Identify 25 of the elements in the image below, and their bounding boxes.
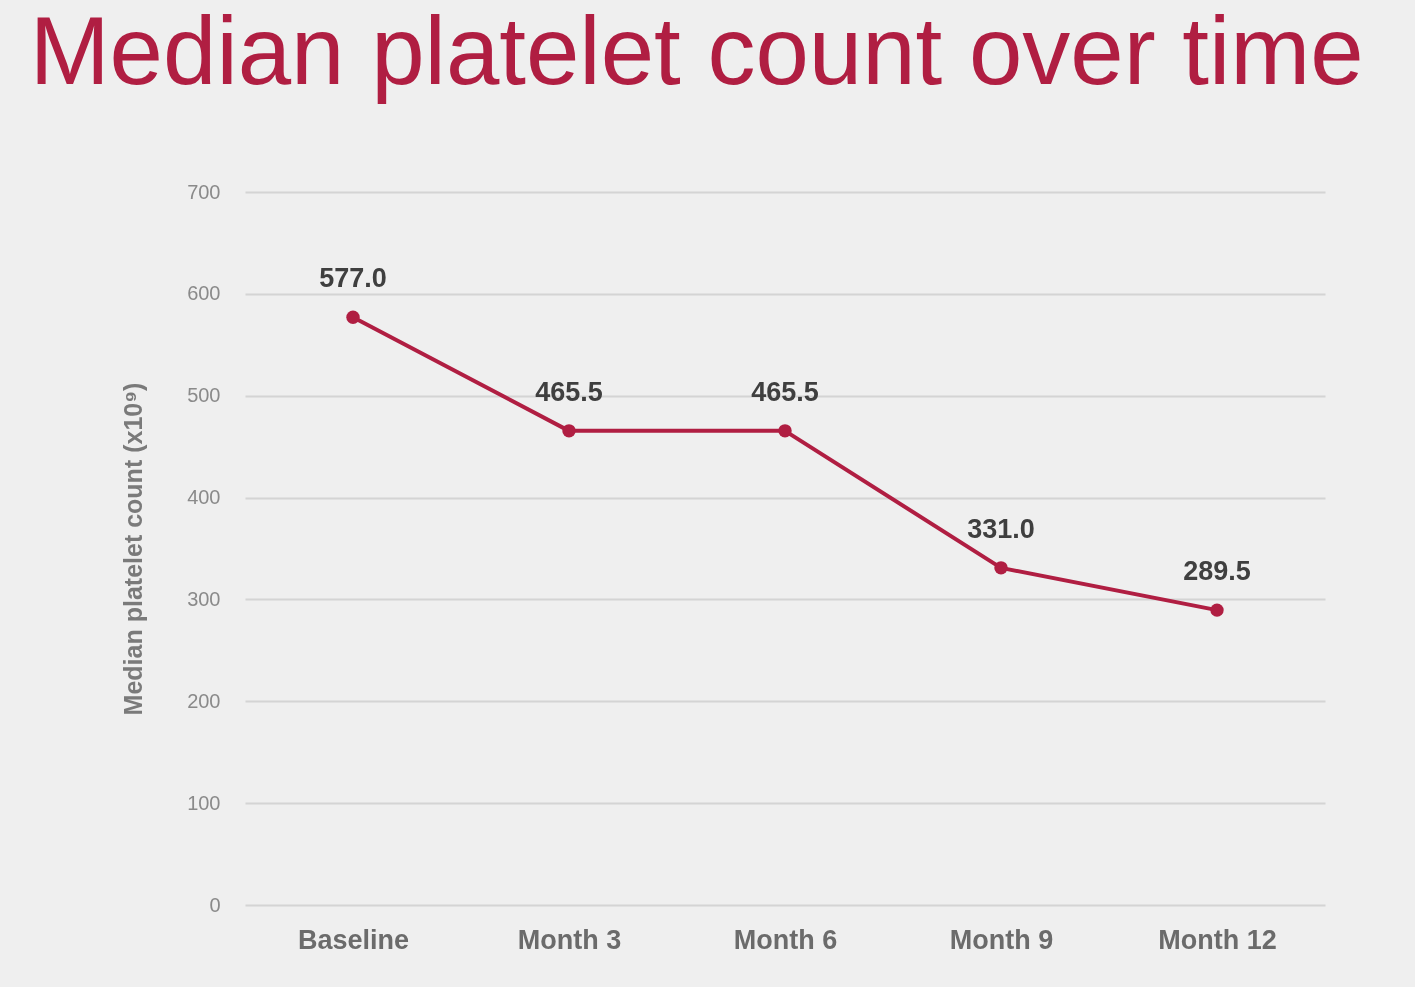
y-axis-title: Median platelet count (x10⁹)	[119, 382, 148, 716]
data-label: 331.0	[967, 513, 1035, 544]
x-tick-label: Baseline	[297, 924, 410, 955]
point	[994, 561, 1008, 575]
y-tick-label: 100	[187, 791, 221, 814]
point	[562, 424, 576, 438]
data-label: 577.0	[319, 263, 387, 294]
y-tick-label: 0	[209, 893, 221, 916]
chart-title: Median platelet count over time	[29, 0, 1364, 104]
data-label: 465.5	[751, 376, 819, 407]
y-tick-label: 300	[187, 587, 221, 610]
x-tick-label: Month 6	[733, 924, 838, 955]
point	[346, 310, 360, 324]
y-tick-label: 700	[187, 180, 221, 203]
point	[1210, 603, 1224, 617]
y-tick-label: 200	[187, 689, 221, 712]
y-tick-label: 400	[187, 486, 221, 509]
y-tick-label: 600	[187, 282, 221, 305]
x-tick-label: Month 12	[1158, 924, 1277, 955]
data-label: 465.5	[535, 376, 603, 407]
data-label: 289.5	[1183, 556, 1251, 587]
x-tick-label: Month 3	[517, 924, 622, 955]
point	[778, 424, 792, 438]
y-tick-label: 500	[187, 384, 221, 407]
x-tick-label: Month 9	[949, 924, 1054, 955]
